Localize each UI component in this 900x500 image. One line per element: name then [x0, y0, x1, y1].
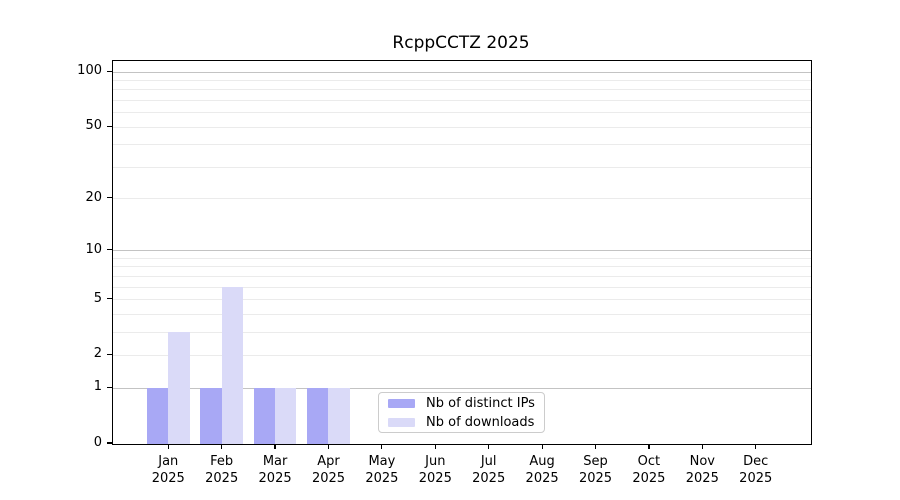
legend-item-downloads: Nb of downloads [379, 414, 544, 430]
minor-gridline [113, 89, 811, 91]
x-tick-label: Jan 2025 [136, 453, 200, 487]
minor-gridline [113, 144, 811, 146]
minor-gridline [113, 166, 811, 168]
x-tick-mark [221, 444, 223, 449]
x-tick-year: 2025 [205, 471, 239, 486]
x-tick-year: 2025 [258, 471, 292, 486]
minor-gridline [113, 198, 811, 200]
legend-label-distinct-ips: Nb of distinct IPs [426, 395, 535, 411]
x-tick-mark [381, 444, 383, 449]
bar-distinct-ips-apr [307, 388, 329, 444]
major-gridline [113, 250, 811, 252]
minor-gridline [113, 331, 811, 333]
y-tick-mark [107, 442, 112, 444]
minor-gridline [113, 266, 811, 268]
x-tick-label: Apr 2025 [296, 453, 360, 487]
x-tick-year: 2025 [472, 471, 506, 486]
bar-downloads-feb [221, 287, 244, 444]
x-tick-year: 2025 [311, 471, 346, 486]
x-tick-mark [701, 444, 703, 449]
bar-downloads-apr [328, 388, 350, 444]
y-tick-label: 10 [85, 241, 102, 257]
x-tick-mark [488, 444, 490, 449]
x-tick-label: Jun 2025 [403, 453, 467, 487]
x-tick-label: Dec 2025 [724, 453, 788, 487]
x-tick-label: Aug 2025 [510, 453, 574, 487]
y-tick-label: 5 [93, 290, 102, 306]
major-gridline [113, 71, 811, 73]
chart-title: RcppCCTZ 2025 [392, 33, 530, 53]
x-tick-label: Jul 2025 [457, 453, 521, 487]
minor-gridline [113, 126, 811, 128]
y-tick-mark [107, 70, 112, 72]
plot-area [112, 60, 812, 445]
legend-swatch-distinct-ips [388, 398, 415, 408]
x-tick-mark [274, 444, 276, 449]
y-tick-label: 50 [85, 118, 102, 134]
y-tick-mark [107, 353, 112, 356]
x-tick-year: 2025 [632, 471, 666, 486]
major-gridline [113, 387, 811, 389]
y-tick-mark [107, 125, 112, 127]
y-tick-label: 100 [77, 63, 102, 79]
minor-gridline [113, 313, 811, 315]
x-tick-mark [594, 444, 597, 449]
bar-distinct-ips-jan [146, 388, 169, 444]
minor-gridline [113, 299, 811, 301]
x-tick-label: Mar 2025 [243, 453, 307, 487]
bar-downloads-mar [275, 388, 297, 444]
x-tick-year: 2025 [151, 471, 185, 486]
y-tick-label: 1 [93, 379, 102, 395]
minor-gridline [113, 80, 811, 82]
y-tick-mark [107, 197, 112, 199]
x-tick-label: Oct 2025 [617, 453, 681, 487]
y-tick-label: 20 [85, 189, 102, 205]
bar-downloads-jan [168, 332, 190, 444]
x-tick-label: Nov 2025 [670, 453, 734, 487]
bar-distinct-ips-mar [253, 388, 276, 444]
x-tick-mark [327, 444, 330, 449]
x-tick-year: 2025 [578, 471, 613, 486]
legend-label-downloads: Nb of downloads [426, 414, 535, 430]
legend-swatch-downloads [388, 417, 415, 427]
x-tick-label: Feb 2025 [190, 453, 254, 487]
minor-gridline [113, 354, 811, 356]
minor-gridline [113, 257, 811, 259]
legend: Nb of distinct IPs Nb of downloads [378, 392, 545, 433]
x-tick-mark [755, 444, 757, 449]
x-tick-label: May 2025 [350, 453, 414, 487]
bar-distinct-ips-feb [200, 388, 222, 444]
minor-gridline [113, 286, 811, 288]
minor-gridline [113, 112, 811, 114]
x-tick-year: 2025 [685, 471, 719, 486]
y-tick-label: 0 [93, 435, 102, 450]
y-tick-mark [107, 298, 112, 300]
x-tick-mark [167, 444, 169, 449]
x-tick-mark [541, 444, 543, 449]
x-tick-label: Sep 2025 [564, 453, 628, 487]
y-tick-mark [107, 386, 112, 388]
x-tick-mark [434, 444, 436, 449]
y-tick-label: 2 [93, 346, 102, 362]
minor-gridline [113, 275, 811, 277]
y-tick-mark [107, 249, 112, 251]
x-tick-year: 2025 [365, 471, 399, 486]
x-tick-year: 2025 [739, 471, 773, 486]
x-tick-year: 2025 [525, 471, 559, 486]
minor-gridline [113, 100, 811, 102]
legend-item-distinct-ips: Nb of distinct IPs [379, 395, 544, 411]
x-tick-year: 2025 [418, 471, 452, 486]
x-tick-mark [648, 444, 650, 449]
